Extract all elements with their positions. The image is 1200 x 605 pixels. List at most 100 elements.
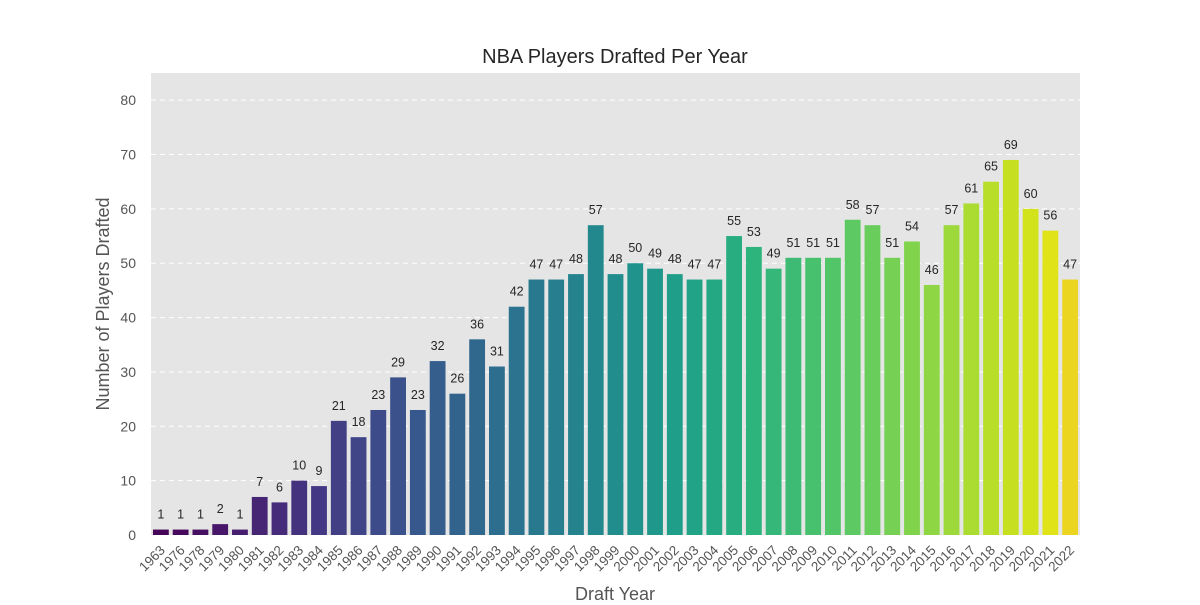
data-label-1997: 48: [569, 252, 583, 266]
data-label-1999: 48: [609, 252, 623, 266]
bar-1978: [192, 529, 209, 535]
bar-1991: [449, 393, 466, 535]
bar-1988: [390, 377, 406, 535]
data-label-2017: 61: [964, 181, 978, 195]
bar-2007: [765, 268, 782, 535]
data-label-2019: 69: [1004, 138, 1018, 152]
y-tick-label: 30: [120, 364, 136, 380]
data-label-1982: 6: [276, 480, 283, 494]
x-axis-label: Draft Year: [575, 584, 655, 600]
data-label-2008: 51: [786, 236, 800, 250]
y-tick-label: 70: [120, 147, 136, 163]
bar-1997: [568, 274, 584, 535]
data-label-2006: 53: [747, 225, 761, 239]
data-label-1978: 1: [197, 508, 204, 522]
y-tick-label: 0: [128, 527, 136, 543]
bar-2012: [864, 225, 881, 535]
bar-1993: [488, 366, 505, 535]
y-tick-label: 50: [120, 255, 136, 271]
bar-2017: [963, 203, 980, 535]
bar-1996: [548, 279, 565, 535]
y-tick-label: 80: [120, 92, 136, 108]
data-label-1991: 26: [450, 372, 464, 386]
bar-2013: [884, 257, 901, 535]
bar-2011: [844, 219, 861, 536]
data-label-2012: 57: [866, 203, 880, 217]
bar-1995: [528, 279, 545, 535]
bar-1963: [152, 529, 169, 535]
bar-1985: [330, 420, 347, 535]
data-label-2021: 56: [1043, 209, 1057, 223]
data-label-2010: 51: [826, 236, 840, 250]
bar-2005: [726, 236, 743, 535]
data-label-1987: 23: [371, 388, 385, 402]
bar-2020: [1022, 208, 1039, 535]
bar-1981: [251, 496, 268, 535]
data-label-2020: 60: [1024, 187, 1038, 201]
bar-2008: [785, 257, 802, 535]
x-axis-ticks: 1963197619781979198019811982198319841985…: [136, 542, 1077, 574]
data-label-1976: 1: [177, 508, 184, 522]
data-label-1986: 18: [352, 415, 366, 429]
data-label-1994: 42: [510, 285, 524, 299]
y-tick-label: 10: [120, 473, 136, 489]
bar-2009: [805, 257, 822, 535]
data-label-2016: 57: [945, 203, 959, 217]
data-label-1988: 29: [391, 355, 405, 369]
chart-title: NBA Players Drafted Per Year: [482, 46, 748, 68]
bar-1998: [587, 225, 604, 535]
bar-1987: [370, 409, 387, 535]
bar-1986: [350, 437, 367, 535]
data-label-1998: 57: [589, 203, 603, 217]
data-label-1981: 7: [256, 475, 263, 489]
bar-1980: [232, 529, 248, 535]
data-label-2014: 54: [905, 219, 919, 233]
data-label-1993: 31: [490, 345, 504, 359]
bar-2001: [647, 268, 663, 535]
data-label-2005: 55: [727, 214, 741, 228]
data-label-1995: 47: [529, 258, 543, 272]
bar-1984: [311, 486, 327, 535]
y-tick-label: 20: [120, 418, 136, 434]
data-label-1990: 32: [431, 339, 445, 353]
data-label-1983: 10: [292, 459, 306, 473]
data-label-2013: 51: [885, 236, 899, 250]
bar-2004: [706, 279, 723, 535]
data-label-2003: 47: [688, 258, 702, 272]
y-axis-label: Number of Players Drafted: [93, 197, 113, 410]
data-label-2007: 49: [767, 247, 781, 261]
data-label-2009: 51: [806, 236, 820, 250]
bar-1989: [409, 409, 426, 535]
bar-1982: [271, 502, 288, 535]
bar-2003: [686, 279, 703, 535]
bar-2010: [825, 257, 841, 535]
bar-2022: [1062, 279, 1079, 535]
y-axis-ticks: 0 10 20 30 40 50 60 70 80: [120, 92, 136, 543]
bar-2014: [904, 241, 920, 535]
data-label-1980: 1: [236, 508, 243, 522]
data-label-1992: 36: [470, 317, 484, 331]
bar-2000: [627, 263, 644, 535]
data-label-1989: 23: [411, 388, 425, 402]
data-label-2000: 50: [628, 241, 642, 255]
bar-1992: [469, 339, 486, 535]
data-label-2002: 48: [668, 252, 682, 266]
data-label-1984: 9: [316, 464, 323, 478]
data-label-1979: 2: [217, 502, 224, 516]
bar-2016: [943, 225, 960, 535]
bar-2018: [983, 181, 999, 536]
bar-1990: [429, 361, 446, 535]
bar-1994: [508, 306, 525, 535]
bar-1999: [607, 274, 624, 535]
bar-2002: [666, 274, 683, 535]
bar-2021: [1042, 230, 1059, 535]
data-label-1996: 47: [549, 258, 563, 272]
data-label-2018: 65: [984, 160, 998, 174]
data-label-1963: 1: [157, 508, 164, 522]
data-label-1985: 21: [332, 399, 346, 413]
bar-1979: [212, 524, 229, 535]
bar-2015: [923, 284, 940, 535]
